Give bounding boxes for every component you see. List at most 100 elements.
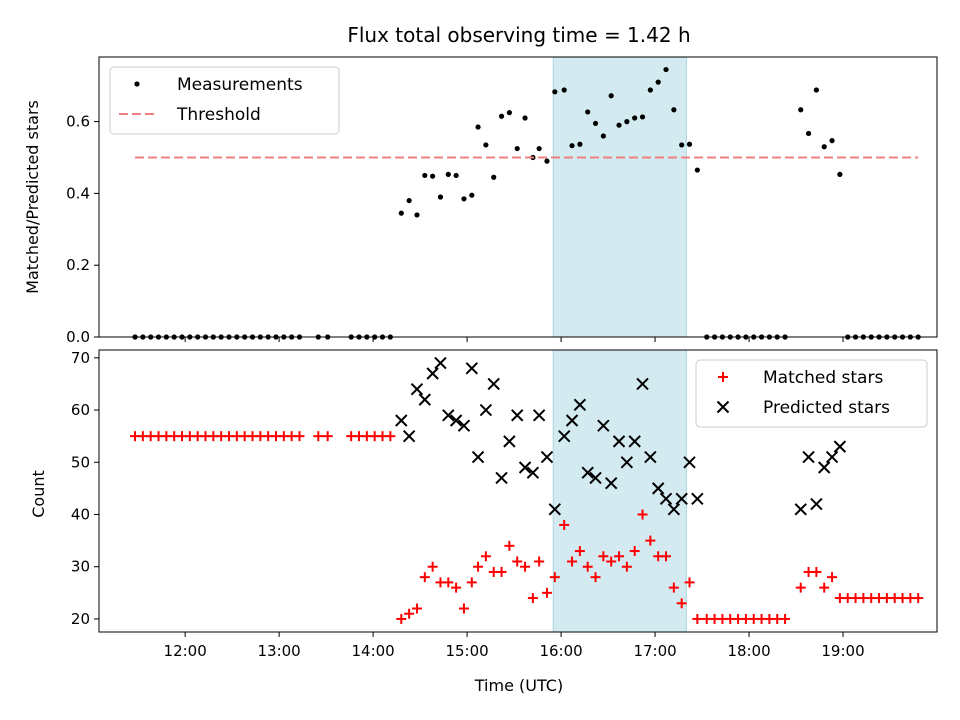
legend-item: Threshold [119,105,261,125]
y-axis-label-bottom: Count [29,470,48,518]
legend-item: Measurements [134,75,303,95]
data-point [612,435,626,448]
data-point [294,431,305,442]
data-point [414,212,420,218]
data-point [498,113,505,119]
legend-marker [718,372,728,382]
data-point [402,429,416,443]
x-tick-label: 16:00 [539,642,582,660]
data-point [608,93,614,99]
data-point [569,143,575,149]
data-point [549,572,560,583]
data-point [504,540,515,551]
legend: Matched stars Predicted stars [695,359,928,428]
data-point [518,461,532,474]
data-point [426,367,439,380]
data-point [483,142,489,148]
legend-label: Predicted stars [763,398,890,418]
data-point [526,466,540,479]
data-point [437,194,444,200]
data-point [821,144,827,150]
chart-title: Flux total observing time = 1.42 h [347,23,690,47]
data-point [491,174,497,180]
data-point [581,466,594,479]
data-point [597,419,610,432]
legend: Measurements Threshold [109,66,340,135]
data-point [418,393,432,406]
data-point [590,572,601,583]
y-tick-label: 0.2 [66,256,90,274]
data-point [514,145,520,152]
y-tick-label: 50 [71,453,90,471]
legend-box [695,359,928,428]
data-point [675,492,688,506]
data-point [422,172,428,179]
y-tick-label: 60 [71,401,90,419]
highlight-band [552,349,687,633]
data-point [522,115,528,121]
data-point [473,561,484,572]
data-point [691,492,704,506]
data-point [684,577,695,588]
data-point [644,450,657,464]
data-point [813,87,819,93]
data-point [629,546,640,557]
data-point [558,429,571,443]
data-point [647,87,653,93]
legend-marker [134,81,140,87]
data-point [496,566,507,577]
data-point [427,561,438,572]
data-point [451,582,462,593]
data-point [645,535,656,546]
data-point [573,398,587,412]
data-point [506,110,512,116]
data-point [827,572,838,583]
y-tick-label: 0.4 [66,184,90,202]
data-point [430,173,436,179]
data-point [780,613,791,624]
legend-box [109,66,340,135]
data-point [667,503,681,516]
data-point [818,461,831,474]
data-point [404,608,415,619]
data-point [692,613,703,624]
data-point [686,141,693,147]
y-tick-label: 30 [71,558,90,576]
data-point [655,79,661,85]
data-point [636,377,649,391]
data-point [520,561,531,572]
data-point [322,431,333,442]
data-point [471,450,485,464]
data-point [552,89,558,95]
data-point [561,87,567,93]
y-tick-label: 70 [71,349,90,367]
top-panel: 0.0 0.2 0.4 0.6 Measurements Threshold [66,56,938,346]
data-point [628,435,641,448]
bottom-panel: 20 30 40 50 60 70 12:00 13:00 14:00 15:00 16:00 17:… [71,349,938,660]
data-point [434,356,447,370]
data-point [396,613,407,624]
x-axis-label: Time (UTC) [474,676,563,695]
highlight-band [552,56,687,338]
data-point [449,414,463,427]
data-point [536,145,542,152]
legend-marker [716,400,730,414]
data-point [411,603,422,614]
y-tick-label: 20 [71,610,90,628]
data-point [577,141,583,147]
x-tick-label: 13:00 [258,642,301,660]
data-point [457,419,471,432]
data-point [592,120,599,127]
data-point [511,409,524,422]
data-point [620,456,634,469]
data-point [671,107,677,113]
data-point [395,414,408,427]
data-point [794,503,807,516]
data-point [624,119,630,125]
data-point [659,492,673,506]
data-point [567,556,578,567]
data-point [810,497,823,511]
data-point [837,171,843,177]
data-point [651,482,665,495]
